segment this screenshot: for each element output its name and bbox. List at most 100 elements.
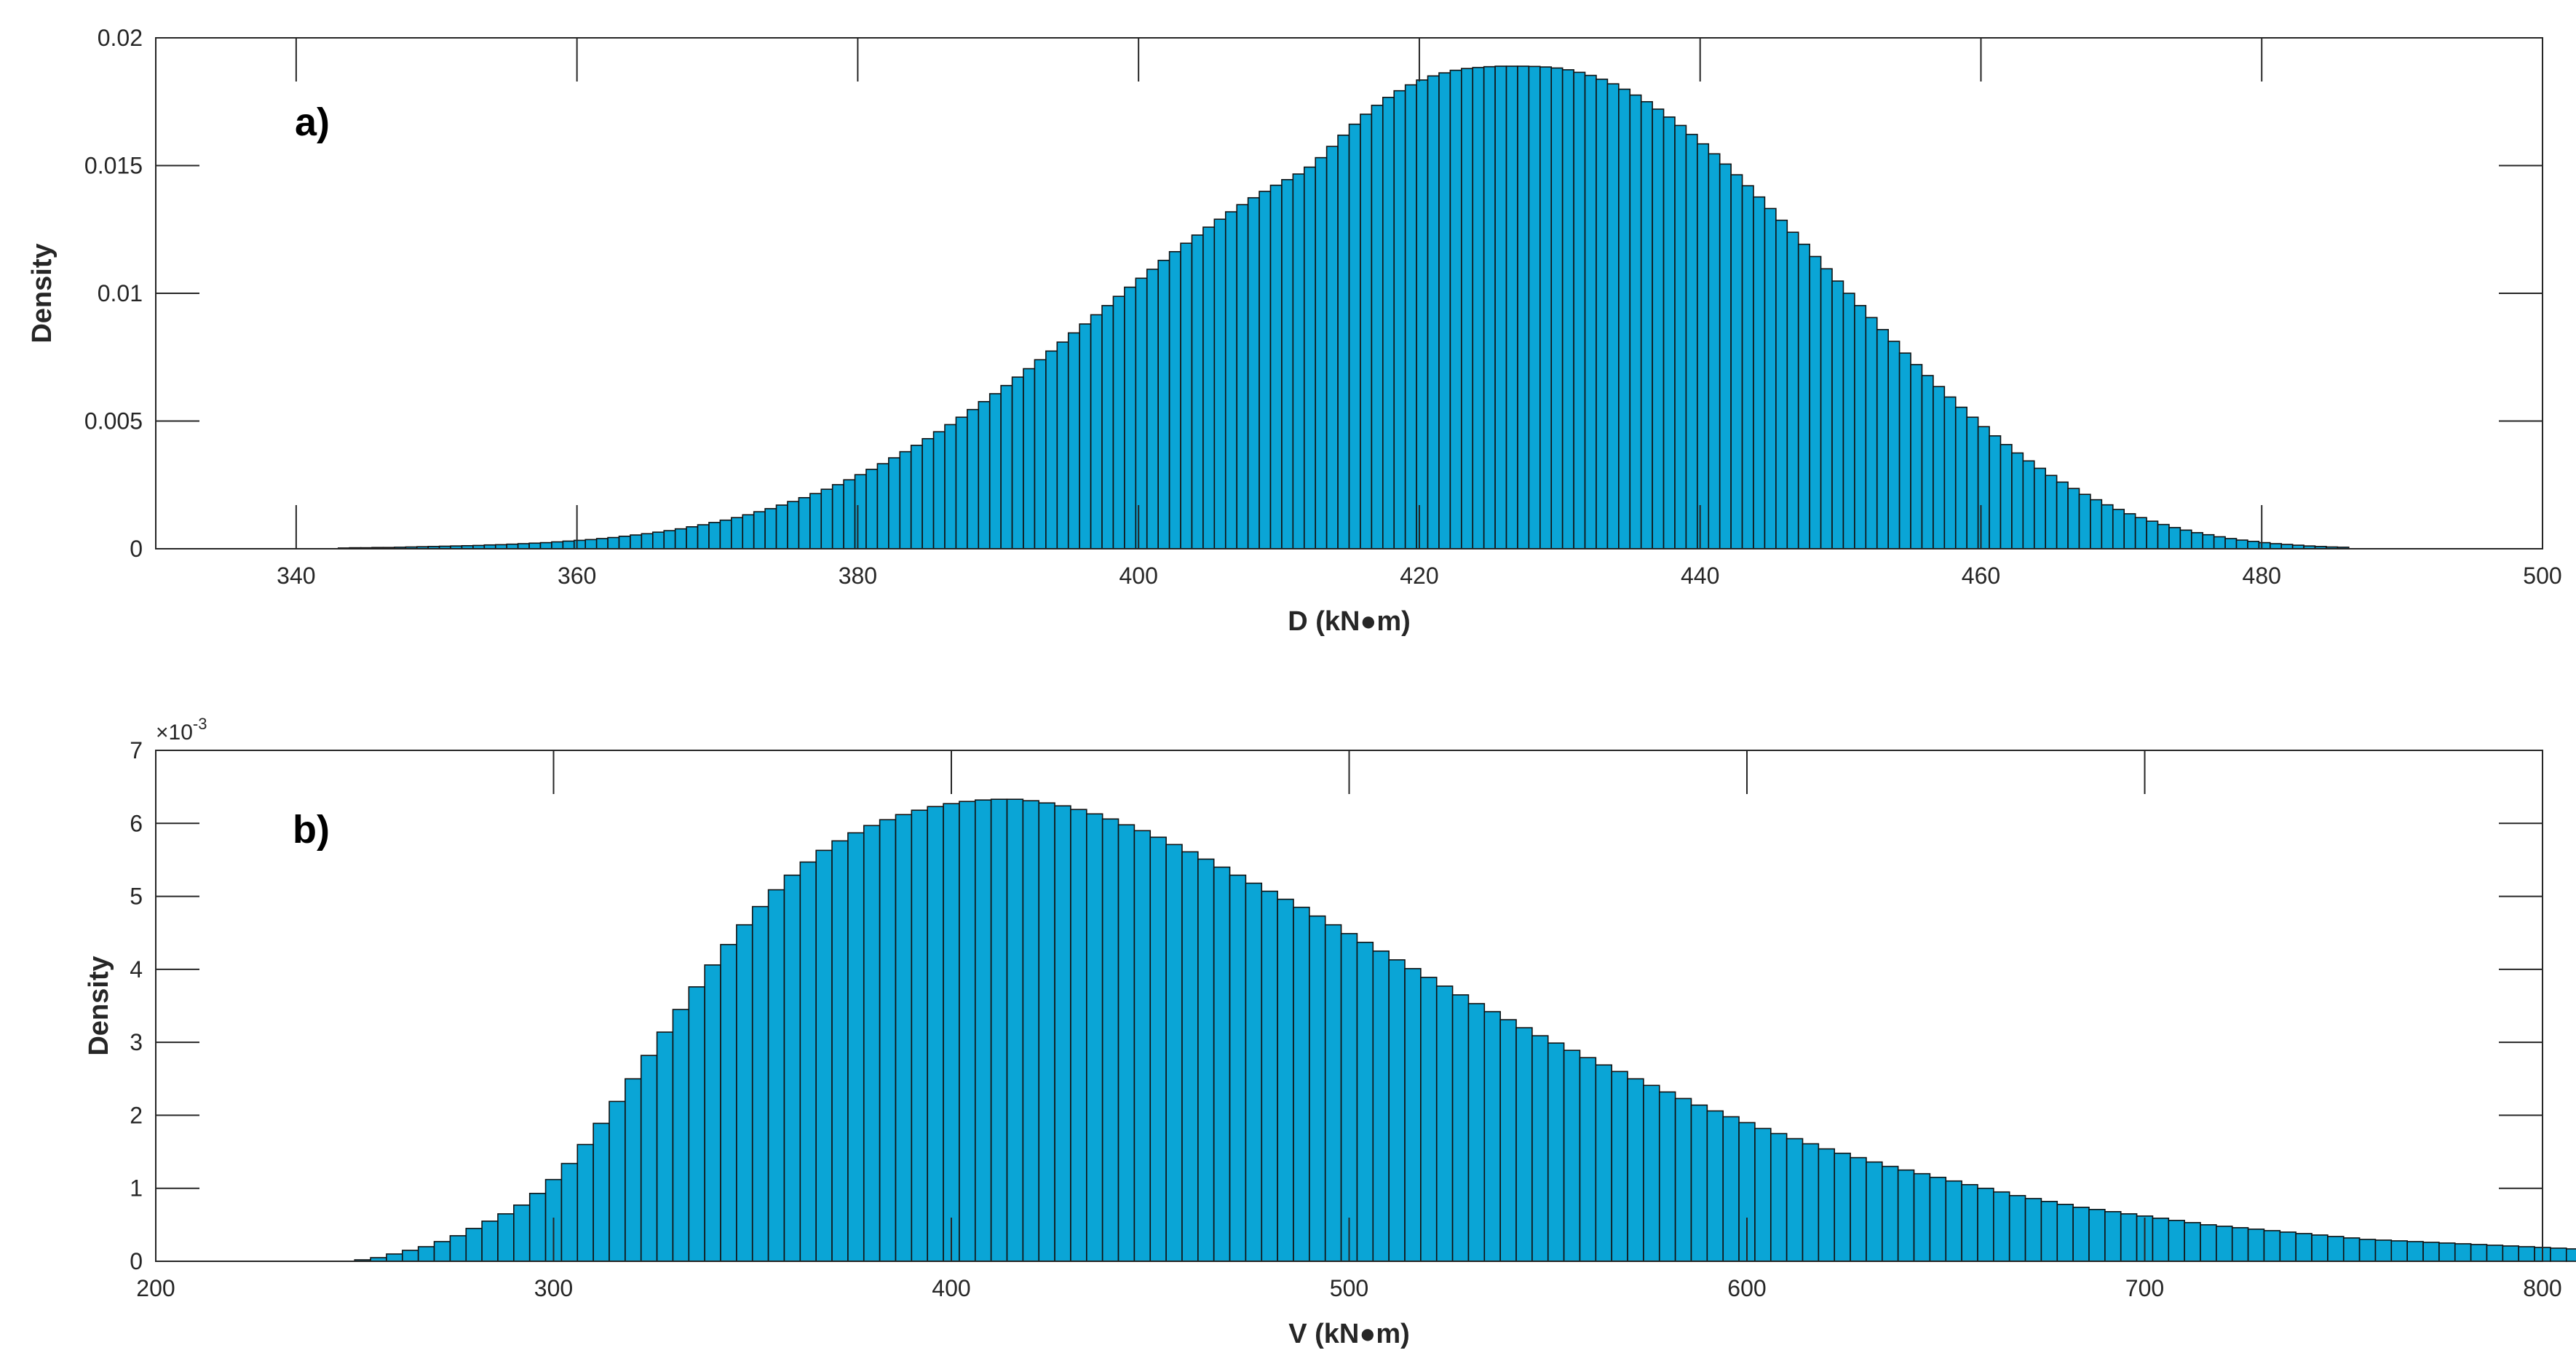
histogram-bar — [1754, 1127, 1772, 1262]
histogram-bar — [576, 1143, 594, 1262]
histogram-bar — [1561, 69, 1574, 549]
histogram-bar — [1797, 243, 1810, 549]
histogram-bar — [1420, 977, 1438, 1262]
histogram-bar — [1882, 1165, 1899, 1262]
histogram-bar — [1229, 874, 1247, 1262]
histogram-bar — [1579, 1057, 1597, 1262]
histogram-bar — [955, 416, 968, 549]
histogram-bar — [417, 1246, 435, 1262]
histogram-bar — [1596, 79, 1609, 549]
histogram-bar — [943, 803, 960, 1262]
histogram-bar — [1921, 375, 1934, 549]
y-tick-label: 3 — [130, 1029, 143, 1055]
histogram-bar — [641, 533, 654, 549]
histogram-bar — [2168, 1220, 2185, 1262]
panel-label-a: a) — [295, 100, 330, 144]
x-tick-label: 340 — [277, 563, 315, 589]
histogram-bar — [2279, 1231, 2296, 1262]
x-tick-label: 700 — [2125, 1275, 2164, 1301]
histogram-bar — [1719, 163, 1732, 549]
histogram-bar — [1292, 173, 1305, 549]
histogram-bar — [1149, 836, 1167, 1262]
histogram-bar — [2190, 532, 2204, 549]
histogram-bar — [1550, 67, 1564, 549]
histogram-bar — [927, 806, 944, 1262]
histogram-bar — [481, 1221, 499, 1262]
histogram-bar — [517, 543, 530, 549]
histogram-bar — [573, 539, 587, 549]
histogram-bar — [1135, 277, 1148, 549]
histogram-bar — [1371, 104, 1384, 549]
histogram-bar — [1652, 108, 1665, 549]
histogram-bar — [2184, 1222, 2201, 1262]
histogram-bar — [932, 431, 946, 549]
histogram-panel-b: 200 300 400 500 600 700 800 0 1 2 3 4 5 6 7 ×10-3 V (… — [84, 715, 2576, 1349]
histogram-bar — [2216, 1226, 2233, 1262]
x-tick-label: 440 — [1681, 563, 1719, 589]
histogram-bar — [2112, 509, 2125, 549]
histogram-bar — [1643, 1084, 1660, 1262]
histogram-bar — [876, 463, 889, 549]
histogram-bar — [1325, 146, 1339, 549]
histogram-bar — [1850, 1156, 1867, 1262]
histogram-bar — [2067, 488, 2080, 549]
histogram-bar — [1618, 88, 1631, 549]
histogram-bar — [879, 819, 897, 1262]
histogram-bar — [1303, 166, 1317, 549]
histogram-bar — [974, 799, 992, 1262]
histogram-bar — [1943, 396, 1957, 549]
y-tick-label: 7 — [130, 737, 143, 763]
histogram-bar — [2486, 1245, 2504, 1262]
histogram-bar — [1706, 1110, 1724, 1262]
histogram-bar — [775, 504, 788, 549]
y-tick-labels-b: 0 1 2 3 4 5 6 7 — [130, 737, 143, 1274]
histogram-bar — [607, 536, 620, 549]
histogram-bar — [630, 534, 643, 549]
y-tick-label: 5 — [130, 884, 143, 910]
histogram-bar — [2422, 1242, 2440, 1262]
x-tick-label: 400 — [932, 1275, 970, 1301]
histogram-bar — [1690, 1104, 1708, 1262]
histogram-bar — [1337, 134, 1350, 549]
histogram-bar — [990, 798, 1008, 1262]
histogram-bar — [731, 517, 744, 549]
histogram-bar — [697, 524, 710, 549]
histogram-bar — [1435, 985, 1454, 1262]
histogram-bar — [584, 539, 598, 549]
histogram-bar — [1101, 818, 1119, 1262]
histogram-bar — [1472, 66, 1485, 549]
histogram-bar — [1315, 156, 1328, 549]
histogram-bar — [1449, 69, 1462, 549]
histogram-bar — [2040, 1200, 2058, 1262]
histogram-bar — [1293, 906, 1310, 1262]
histogram-bar — [640, 1055, 658, 1262]
histogram-bar — [1897, 1169, 1915, 1262]
histogram-bar — [1966, 416, 1979, 549]
x-tick-labels-a: 340 360 380 400 420 440 460 480 500 — [277, 563, 2562, 589]
histogram-bar — [1775, 219, 1788, 549]
histogram-bar — [1866, 1161, 1883, 1262]
histogram-bar — [865, 469, 879, 549]
histogram-bar — [497, 1213, 515, 1262]
histogram-bar — [1356, 941, 1374, 1262]
histogram-bar — [1945, 1180, 1962, 1262]
histogram-bar — [2342, 1237, 2361, 1262]
histogram-bar — [595, 538, 609, 549]
histogram-bar — [1224, 211, 1237, 549]
histogram-bar — [767, 889, 785, 1262]
histogram-bar — [1910, 364, 1923, 549]
histogram-bar — [967, 408, 980, 549]
histogram-bar — [1324, 924, 1342, 1262]
histogram-bar — [1165, 844, 1183, 1262]
histogram-bar — [1933, 386, 1946, 549]
histogram-bar — [674, 528, 687, 549]
histogram-bar — [1261, 890, 1278, 1262]
histogram-bar — [2202, 533, 2215, 549]
histogram-bar — [1640, 100, 1653, 549]
histogram-bar — [1157, 259, 1170, 549]
histogram-bar — [2235, 539, 2248, 549]
histogram-bar — [1388, 959, 1406, 1262]
histogram-bar — [1820, 268, 1833, 549]
histogram-bar — [910, 445, 923, 549]
histogram-bar — [2258, 541, 2271, 549]
